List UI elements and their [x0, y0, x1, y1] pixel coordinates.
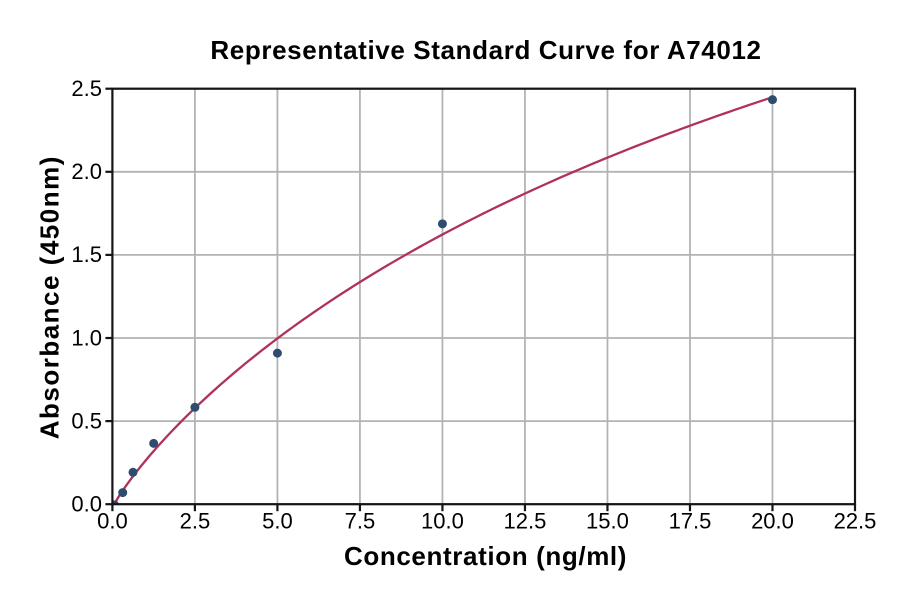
- svg-text:Absorbance (450nm): Absorbance (450nm): [35, 155, 65, 439]
- svg-text:0.5: 0.5: [71, 408, 102, 433]
- svg-text:10.0: 10.0: [421, 509, 464, 534]
- svg-text:0.0: 0.0: [97, 509, 128, 534]
- svg-text:17.5: 17.5: [669, 509, 712, 534]
- svg-text:0.0: 0.0: [71, 492, 102, 517]
- svg-text:2.0: 2.0: [71, 159, 102, 184]
- svg-text:Representative Standard Curve: Representative Standard Curve for A74012: [210, 35, 761, 65]
- svg-text:1.5: 1.5: [71, 242, 102, 267]
- svg-text:7.5: 7.5: [345, 509, 376, 534]
- svg-text:5.0: 5.0: [262, 509, 293, 534]
- svg-text:1.0: 1.0: [71, 325, 102, 350]
- svg-text:2.5: 2.5: [71, 76, 102, 101]
- svg-text:2.5: 2.5: [180, 509, 211, 534]
- svg-text:20.0: 20.0: [751, 509, 794, 534]
- svg-text:15.0: 15.0: [586, 509, 629, 534]
- svg-text:12.5: 12.5: [504, 509, 547, 534]
- svg-text:Concentration (ng/ml): Concentration (ng/ml): [344, 541, 627, 571]
- svg-text:22.5: 22.5: [834, 509, 877, 534]
